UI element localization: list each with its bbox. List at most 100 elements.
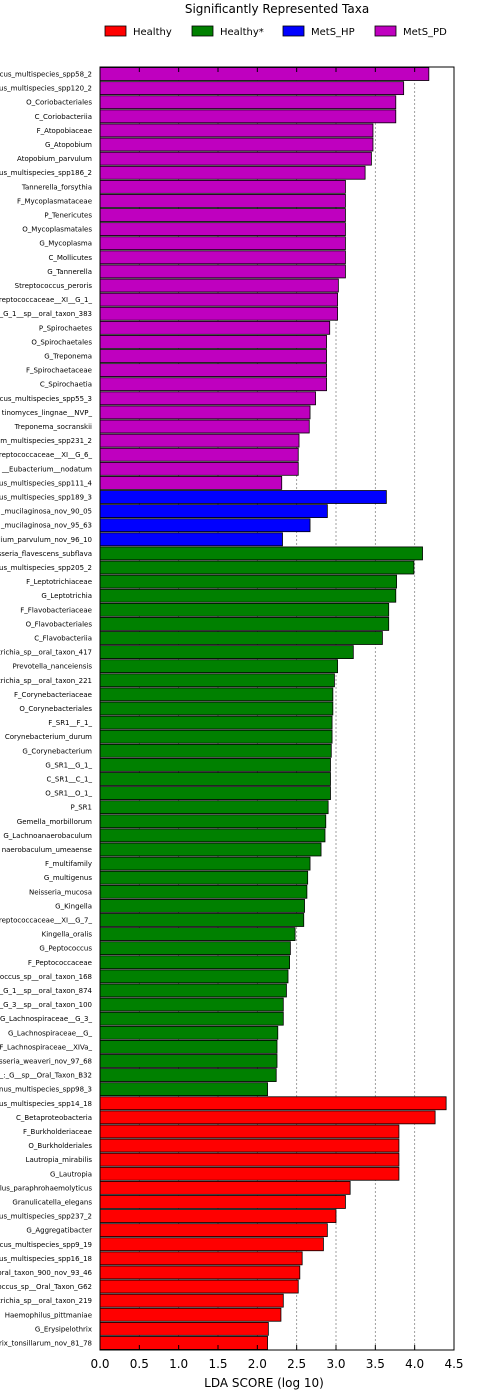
bar (99, 250, 346, 265)
y-tick-label: O_Flavobacteriales (26, 620, 93, 628)
y-tick-label: Tannerella_forsythia (21, 183, 92, 191)
bar (99, 433, 300, 448)
bar (99, 67, 430, 81)
y-tick-label: O_Burkholderiales (28, 1142, 92, 1150)
bar (99, 729, 333, 744)
y-tick-label: _:_G__sp__Oral_Taxon_B32 (0, 1072, 92, 1080)
bar (99, 1082, 268, 1097)
y-tick-label: naerobaculum_umeaense (2, 846, 92, 854)
bar (99, 659, 338, 674)
y-tick-label: C_Coriobacteriia (35, 113, 92, 121)
bar (99, 997, 284, 1012)
bar (99, 758, 331, 772)
y-tick-label: _G_3__sp__oral_taxon_100 (0, 1001, 92, 1009)
y-tick-label: G_Corynebacterium (22, 747, 92, 755)
y-tick-label: O_Mycoplasmatales (22, 226, 92, 234)
y-tick-label: cus_multispecies_spp55_3 (0, 395, 92, 403)
y-tick-label: _mucilaginosa_nov_95_63 (0, 522, 92, 530)
y-tick-label: treptococcaceae__XI__G_6_ (0, 451, 92, 459)
bar (99, 504, 328, 519)
bar (99, 1223, 328, 1238)
bar (99, 1336, 268, 1350)
bar (99, 842, 322, 857)
y-tick-label: Gemella_morbillorum (17, 818, 92, 826)
bar (99, 194, 346, 208)
x-tick-label: 4.0 (405, 1357, 424, 1371)
x-tick-label: 4.5 (444, 1357, 463, 1371)
y-tick-label: G_SR1__G_1_ (45, 761, 92, 769)
y-tick-label: F_Corynebacteriaceae (14, 691, 92, 699)
legend-label: Healthy* (220, 27, 264, 38)
bar (99, 701, 334, 716)
bar (99, 898, 305, 913)
bar (99, 546, 423, 561)
y-tick-label: F_Burkholderiaceae (23, 1128, 92, 1136)
y-tick-label: lus_paraphrohaemolyticus (0, 1184, 92, 1192)
y-tick-label: F_Mycoplasmataceae (17, 197, 92, 205)
y-tick-label: G_Leptotrichia (41, 592, 92, 600)
bar (99, 179, 346, 194)
y-tick-label: oral_taxon_900_nov_93_46 (0, 1269, 93, 1277)
bar (99, 715, 333, 730)
y-tick-label: us_multispecies_spp120_2 (0, 85, 92, 93)
y-tick-label: G_Aggregatibacter (26, 1227, 92, 1235)
y-tick-label: F_Lachnospiraceae__XIVa_ (0, 1043, 92, 1051)
y-tick-label: us_multispecies_spp237_2 (0, 1213, 92, 1221)
bar (99, 1025, 279, 1040)
bar (99, 828, 326, 843)
bars-group (99, 67, 447, 1350)
bar (99, 1307, 282, 1322)
bar (99, 476, 283, 490)
y-tick-label: C_SR1__C_1_ (47, 775, 93, 783)
y-tick-label: F_multifamily (45, 860, 92, 868)
bar (99, 81, 405, 96)
bar (99, 377, 327, 392)
bar (99, 1279, 299, 1294)
bar (99, 151, 372, 166)
bar (99, 602, 390, 617)
y-tick-label: G_Atopobium (45, 141, 92, 149)
y-tick-label: rix_tonsillarum_nov_81_78 (0, 1339, 92, 1347)
x-tick-label: 2.0 (248, 1357, 267, 1371)
y-tick-label: C_Mollicutes (48, 254, 92, 262)
bar (99, 1152, 400, 1167)
x-tick-label: 0.0 (90, 1357, 109, 1371)
bar (99, 95, 397, 110)
bar (99, 405, 311, 420)
y-tick-label: us_multispecies_spp16_18 (0, 1255, 92, 1263)
y-tick-label: us_multispecies_spp14_18 (0, 1100, 92, 1108)
bar (99, 1293, 284, 1308)
y-tick-label: __Eubacterium__nodatum (1, 465, 92, 473)
bar (99, 518, 311, 533)
bar (99, 588, 397, 603)
y-tick-label: G_Peptococcus (39, 945, 92, 953)
y-tick-label: G_Erysipelothrix (35, 1325, 92, 1333)
x-axis-ticks: 0.0 0.5 1.0 1.5 2.0 2.5 3.0 3.5 4.0 4.5 (90, 67, 464, 1371)
bar (99, 264, 346, 279)
y-tick-label: occus_multispecies_spp9_19 (0, 1241, 92, 1249)
bar (99, 461, 299, 476)
bar (99, 574, 397, 589)
x-axis-label: LDA SCORE (log 10) (204, 1376, 324, 1390)
y-tick-label: us_multispecies_spp186_2 (0, 169, 92, 177)
bar (99, 292, 338, 307)
legend-swatch (104, 25, 127, 37)
bar (99, 1180, 351, 1195)
y-tick-label: us_multispecies_spp111_4 (0, 479, 93, 487)
chart-title: Significantly Represented Taxa (185, 2, 369, 16)
y-tick-label: nus_multispecies_spp98_3 (0, 1086, 92, 1094)
y-tick-label: lium_parvulum_nov_96_10 (0, 536, 92, 544)
y-tick-label: Granulicatella_elegans (12, 1198, 92, 1206)
bar (99, 687, 334, 702)
y-tick-label: G_Kingella (55, 902, 92, 910)
legend-label: MetS_PD (403, 27, 447, 38)
bar (99, 447, 299, 462)
bar (99, 631, 383, 645)
legend-swatch (374, 25, 397, 37)
y-tick-label: F_Leptotrichiaceae (26, 578, 92, 586)
bar (99, 349, 327, 363)
bar (99, 800, 329, 815)
y-tick-label: Lautropia_mirabilis (26, 1156, 93, 1164)
legend-swatch (191, 25, 214, 37)
bar (99, 645, 354, 659)
